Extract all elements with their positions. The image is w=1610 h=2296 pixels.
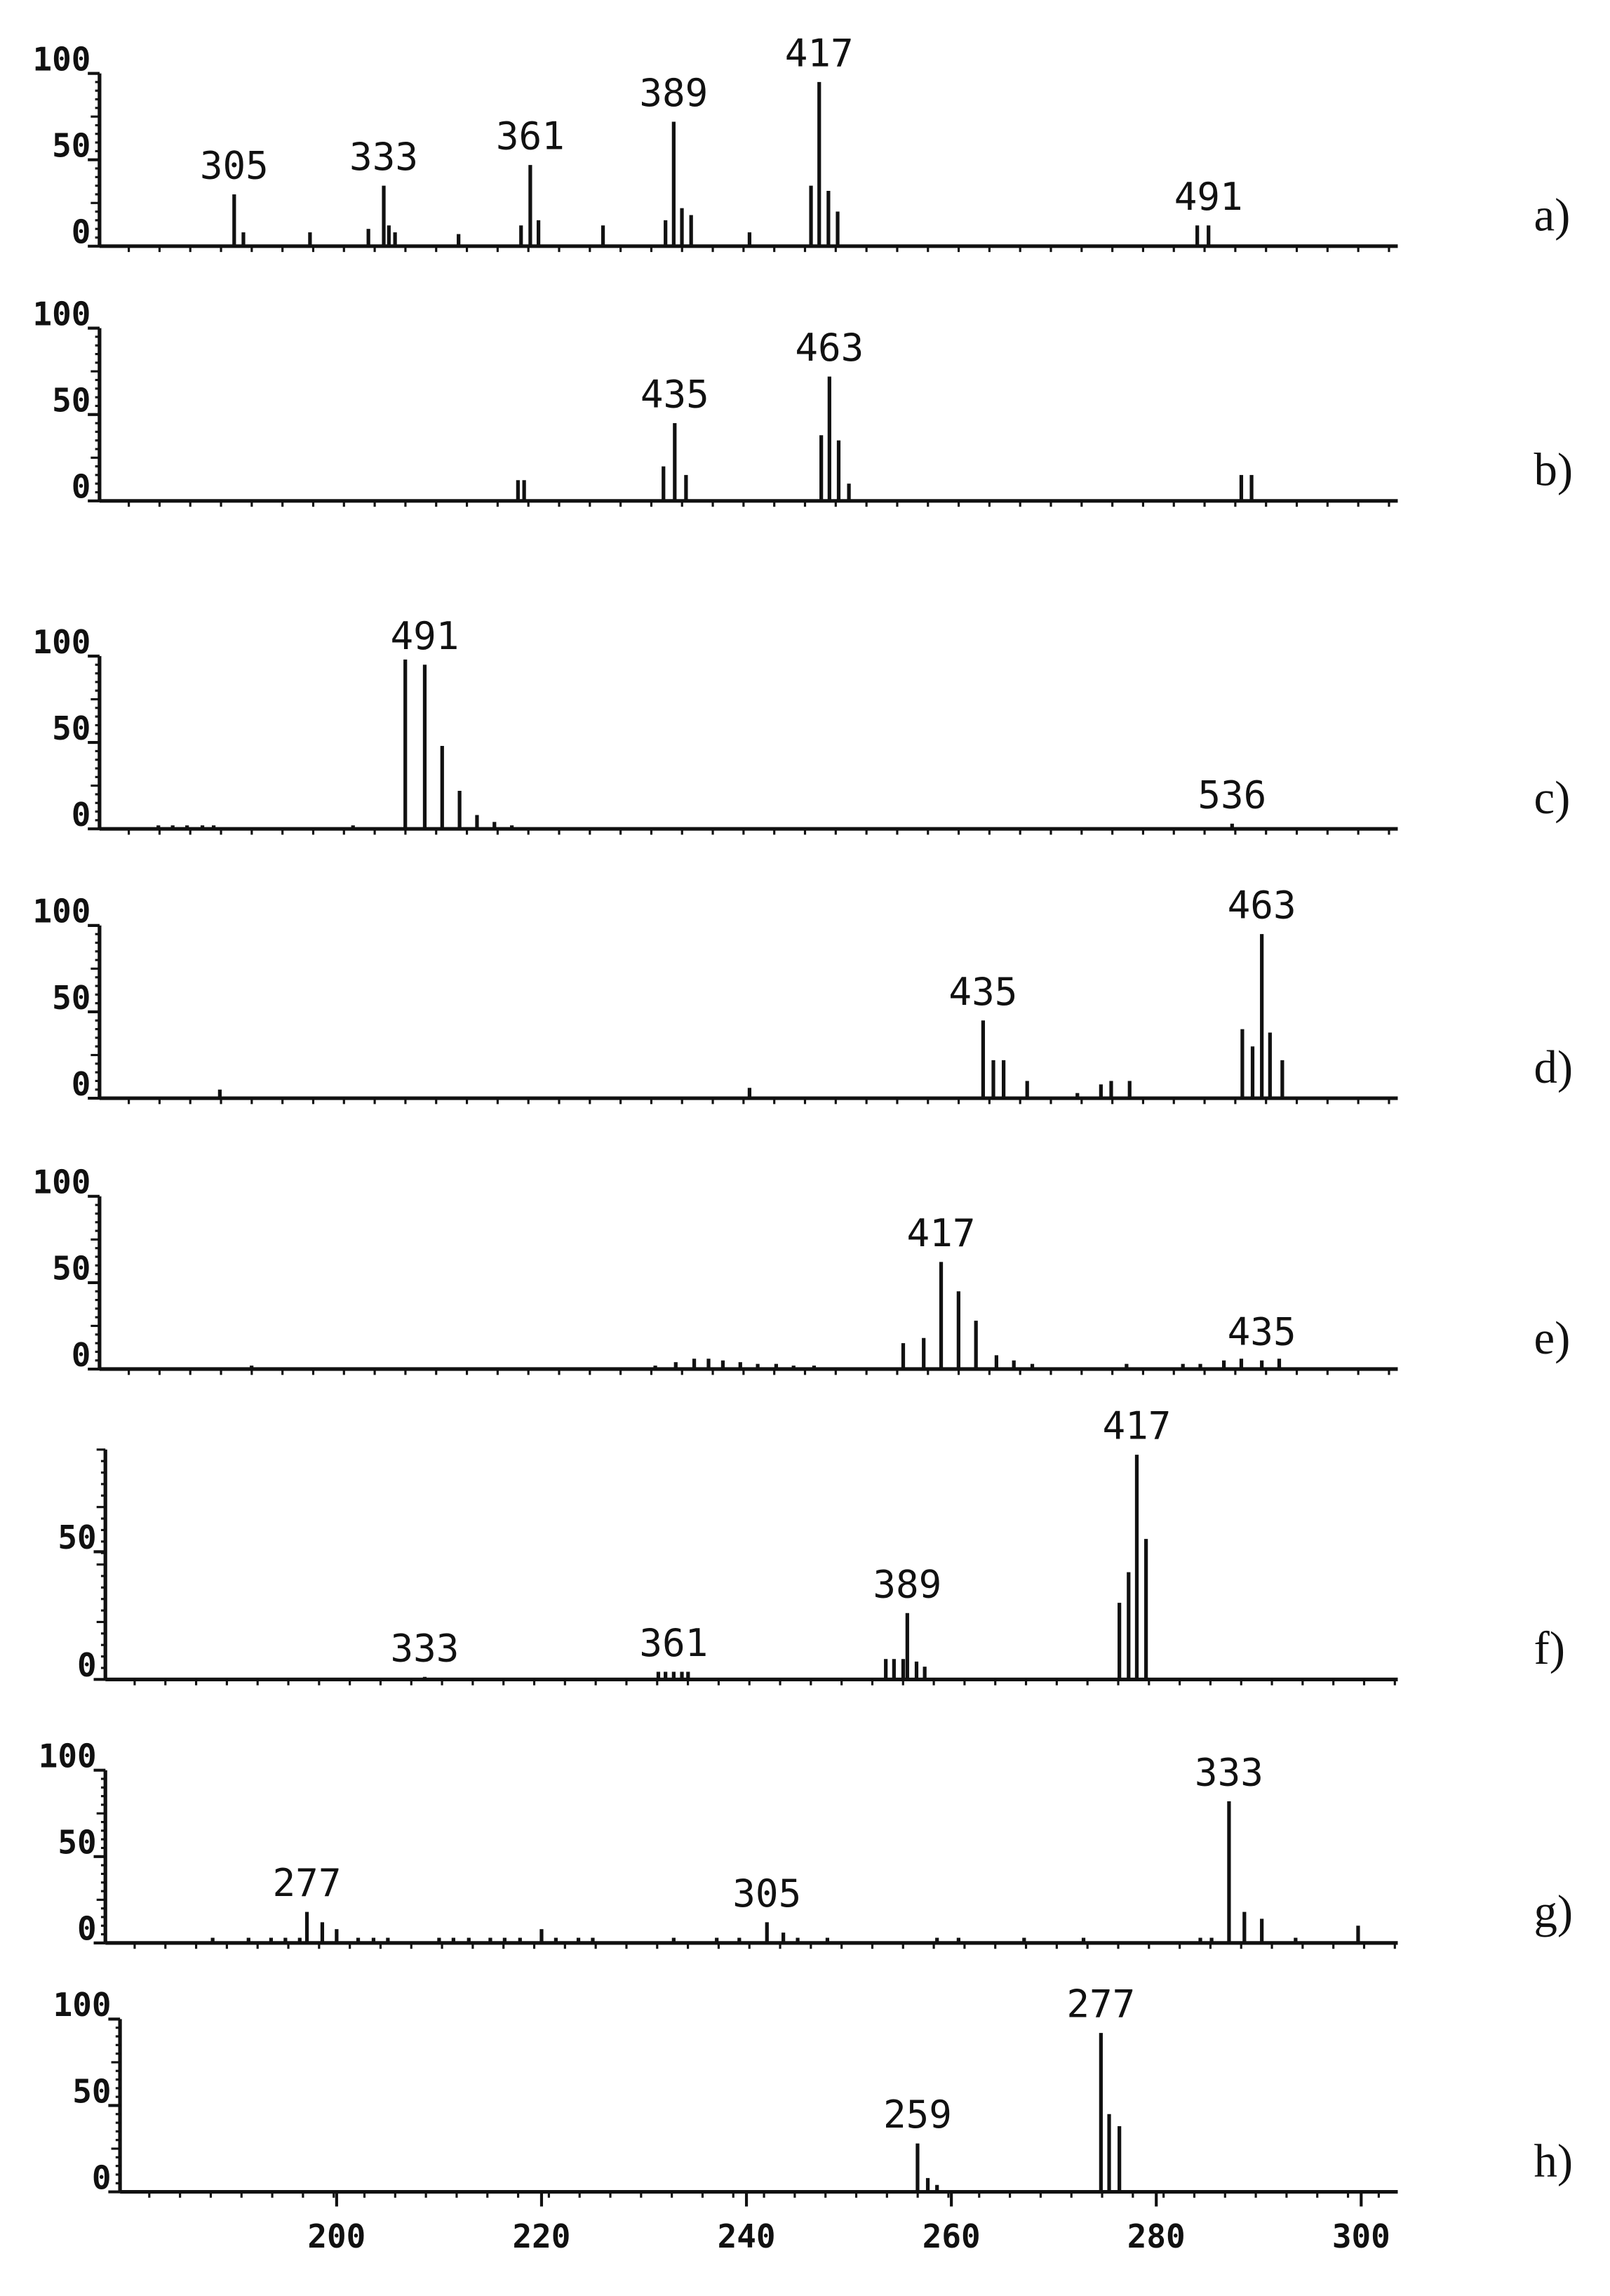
y-tick-label: 0 bbox=[72, 213, 91, 251]
peak-label: 417 bbox=[785, 31, 854, 75]
y-tick-label: 100 bbox=[53, 1986, 112, 2024]
peak-label: 333 bbox=[1195, 1751, 1263, 1795]
y-tick-label: 100 bbox=[32, 40, 90, 78]
spectrum-panel: 100 50 0 277 305 333 g) bbox=[39, 1737, 1573, 1949]
peak-label: 491 bbox=[1174, 175, 1243, 219]
panel-label: e) bbox=[1534, 1313, 1571, 1364]
peak-label: 361 bbox=[496, 114, 565, 159]
y-tick-label: 50 bbox=[72, 2072, 111, 2110]
peak-label: 463 bbox=[1228, 883, 1296, 928]
peak-label: 305 bbox=[200, 144, 269, 188]
y-tick-label: 100 bbox=[32, 893, 90, 930]
y-tick-label: 100 bbox=[32, 623, 90, 661]
peak-label: 435 bbox=[1228, 1309, 1296, 1354]
peak-label: 491 bbox=[390, 614, 459, 658]
spectrum-panel: 100 50 0 417 435 e) bbox=[32, 1163, 1570, 1375]
spectrum-panel: 50 0 333 361 389 417 f) bbox=[58, 1404, 1565, 1686]
x-tick-label: 280 bbox=[1127, 2217, 1186, 2255]
peak-label: 333 bbox=[390, 1626, 459, 1670]
panel-label: h) bbox=[1534, 2135, 1574, 2187]
peak-label: 389 bbox=[639, 71, 708, 115]
y-tick-label: 50 bbox=[58, 1519, 96, 1556]
y-tick-label: 100 bbox=[32, 295, 90, 333]
panel-label: g) bbox=[1534, 1887, 1574, 1938]
y-tick-label: 100 bbox=[39, 1737, 97, 1775]
spectrum-panel: 100 50 0 491 536 c) bbox=[32, 614, 1570, 835]
peak-label: 305 bbox=[732, 1871, 801, 1916]
y-tick-label: 0 bbox=[72, 1336, 91, 1374]
x-tick-label: 300 bbox=[1332, 2217, 1390, 2255]
peak-label: 536 bbox=[1198, 773, 1266, 817]
panel-label: c) bbox=[1534, 773, 1571, 824]
spectrum-panel: 100 50 0 435 463 b) bbox=[32, 295, 1573, 507]
panel-label: f) bbox=[1534, 1623, 1565, 1674]
x-tick-label: 200 bbox=[307, 2217, 365, 2255]
peak-label: 435 bbox=[640, 373, 709, 417]
peak-label: 463 bbox=[795, 326, 864, 370]
spectrum-panel: 100 50 0 200 220 240 260 280 300 259 277 h) bbox=[53, 1982, 1573, 2255]
y-tick-label: 0 bbox=[77, 1910, 97, 1948]
y-tick-label: 50 bbox=[52, 382, 90, 420]
y-tick-label: 100 bbox=[32, 1163, 90, 1201]
spectrum-panel: 100 50 0 305 333 361 389 417 491 a) bbox=[32, 31, 1571, 253]
peak-label: 277 bbox=[1066, 1982, 1135, 2027]
peak-label: 277 bbox=[273, 1861, 342, 1905]
peak-label: 333 bbox=[349, 135, 418, 179]
y-tick-label: 0 bbox=[77, 1646, 97, 1684]
spectrum-panel: 100 50 0 435 463 d) bbox=[32, 883, 1573, 1104]
y-tick-label: 50 bbox=[52, 1250, 90, 1288]
peak-label: 417 bbox=[907, 1211, 976, 1255]
y-tick-label: 50 bbox=[58, 1824, 96, 1862]
peak-label: 259 bbox=[883, 2093, 952, 2137]
y-tick-label: 0 bbox=[72, 796, 91, 834]
x-tick-label: 260 bbox=[923, 2217, 981, 2255]
y-tick-label: 50 bbox=[52, 127, 90, 165]
panel-label: d) bbox=[1534, 1042, 1574, 1093]
panel-label: b) bbox=[1534, 445, 1574, 496]
peak-label: 361 bbox=[639, 1621, 708, 1665]
peak-label: 417 bbox=[1102, 1404, 1171, 1448]
y-tick-label: 50 bbox=[52, 979, 90, 1017]
x-tick-label: 240 bbox=[718, 2217, 776, 2255]
peak-label: 435 bbox=[948, 970, 1017, 1014]
y-tick-label: 0 bbox=[72, 1065, 91, 1103]
y-tick-label: 0 bbox=[92, 2158, 112, 2196]
peak-label: 389 bbox=[873, 1562, 941, 1606]
panel-label: a) bbox=[1534, 190, 1571, 241]
y-tick-label: 0 bbox=[72, 468, 91, 506]
x-tick-label: 220 bbox=[513, 2217, 571, 2255]
y-tick-label: 50 bbox=[52, 709, 90, 747]
